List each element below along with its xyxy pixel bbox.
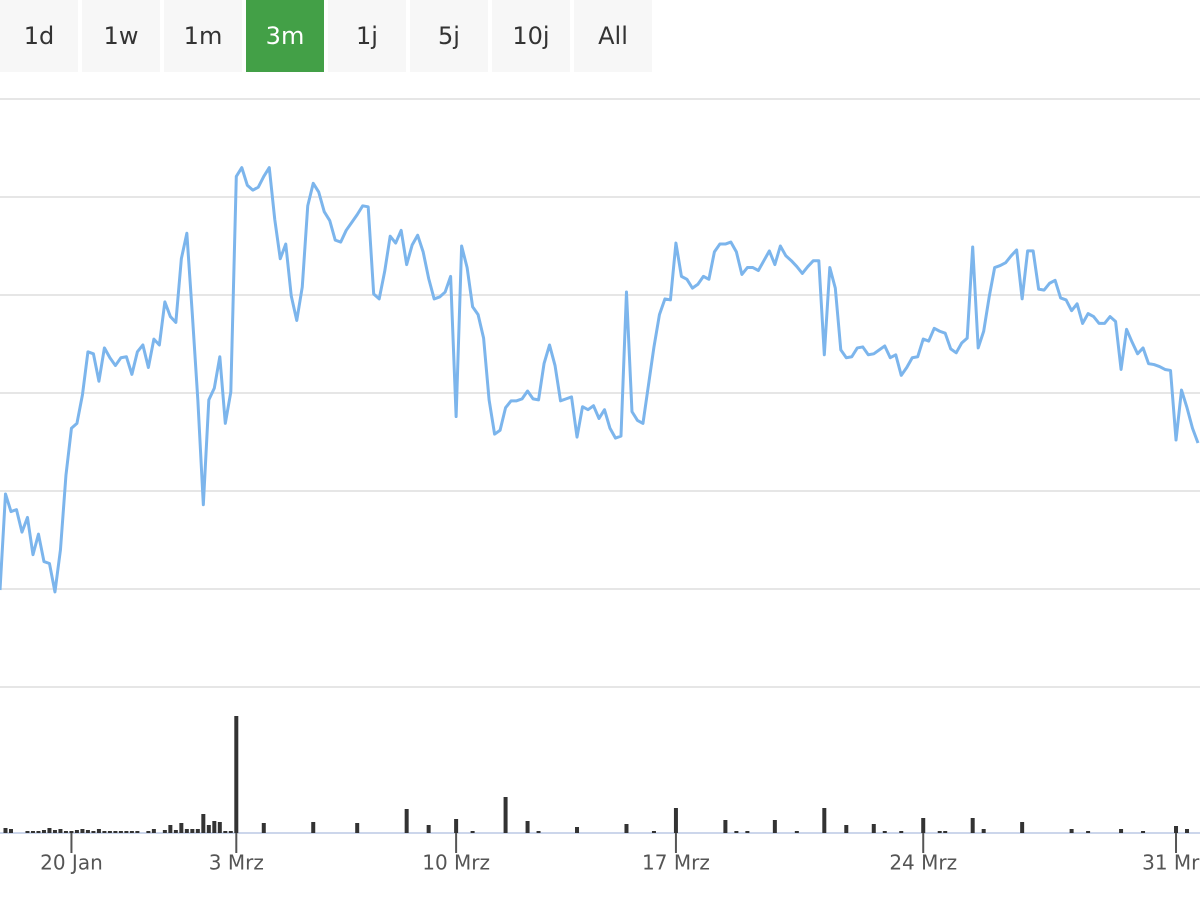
volume-bar xyxy=(355,823,360,833)
volume-bar xyxy=(135,831,140,833)
x-tick-label: 31 Mrz xyxy=(1142,851,1200,875)
volume-bar xyxy=(47,828,52,833)
volume-bar xyxy=(882,831,887,833)
range-button[interactable]: 1j xyxy=(328,0,406,72)
range-button[interactable]: 10j xyxy=(492,0,570,72)
volume-bar xyxy=(1069,829,1074,833)
volume-bar xyxy=(311,822,316,833)
volume-bar xyxy=(1119,829,1124,833)
volume-bar xyxy=(63,831,68,833)
x-tick-label: 17 Mrz xyxy=(642,851,710,875)
volume-bar xyxy=(1141,831,1146,833)
volume-bar xyxy=(173,830,178,833)
x-tick-label: 10 Mrz xyxy=(422,851,490,875)
volume-bar xyxy=(58,829,63,833)
x-tick-label: 3 Mrz xyxy=(209,851,264,875)
volume-bar xyxy=(1086,831,1091,833)
volume-bar xyxy=(80,829,85,833)
volume-bar xyxy=(794,831,799,833)
volume-bar xyxy=(36,831,41,833)
volume-bar xyxy=(184,829,189,833)
volume-bar xyxy=(212,821,217,833)
volume-bar xyxy=(168,825,173,833)
volume-bar xyxy=(624,824,629,833)
volume-bar xyxy=(734,831,739,833)
range-buttons: 1d 1w 1m 3m 1j 5j 10j All xyxy=(0,0,652,72)
volume-bar xyxy=(201,814,206,833)
volume-bar xyxy=(970,818,975,833)
volume-bar xyxy=(223,831,228,833)
volume-bar xyxy=(129,831,134,833)
volume-bar xyxy=(261,823,266,833)
volume-bar xyxy=(673,808,678,833)
volume-bar xyxy=(454,819,459,833)
volume-bar xyxy=(96,829,101,833)
volume-bar xyxy=(921,818,926,833)
volume-bar xyxy=(651,831,656,833)
range-button[interactable]: All xyxy=(574,0,652,72)
volume-bar xyxy=(102,831,107,833)
volume-bar xyxy=(25,831,30,833)
range-button[interactable]: 1w xyxy=(82,0,160,72)
volume-bar xyxy=(52,830,57,833)
volume-bar xyxy=(470,831,475,833)
volume-bar xyxy=(404,809,409,833)
volume-bar xyxy=(30,831,35,833)
volume-bar xyxy=(943,831,948,833)
volume-bar xyxy=(844,825,849,833)
range-button[interactable]: 3m xyxy=(246,0,324,72)
volume-bar xyxy=(723,820,728,833)
volume-bar xyxy=(1174,826,1179,833)
volume-bar xyxy=(772,820,777,833)
volume-bar xyxy=(69,831,74,833)
range-button[interactable]: 1d xyxy=(0,0,78,72)
volume-bar xyxy=(179,823,184,833)
volume-bar xyxy=(228,831,233,833)
volume-bar xyxy=(426,825,431,833)
volume-bar xyxy=(190,829,195,833)
volume-bar xyxy=(745,831,750,833)
volume-bar xyxy=(575,827,580,833)
volume-bar xyxy=(162,830,167,833)
volume-bar xyxy=(503,797,508,833)
volume-bar xyxy=(107,831,112,833)
range-button[interactable]: 5j xyxy=(410,0,488,72)
volume-bar xyxy=(118,831,123,833)
volume-bar xyxy=(899,831,904,833)
volume-bar xyxy=(151,829,156,833)
volume-bar xyxy=(871,824,876,833)
volume-bar xyxy=(1020,822,1025,833)
range-button[interactable]: 1m xyxy=(164,0,242,72)
volume-bar xyxy=(536,831,541,833)
price-line xyxy=(0,166,1200,594)
volume-bar xyxy=(1185,829,1190,833)
volume-bar xyxy=(206,825,211,833)
volume-bar xyxy=(822,808,827,833)
x-tick-label: 20 Jan xyxy=(40,851,103,875)
volume-bar xyxy=(113,831,118,833)
volume-bar xyxy=(91,831,96,833)
volume-bar xyxy=(525,821,530,833)
volume-bar xyxy=(85,830,90,833)
volume-bar xyxy=(146,831,151,833)
volume-bar xyxy=(124,831,129,833)
volume-bar xyxy=(937,831,942,833)
volume-bar xyxy=(3,828,8,833)
volume-bar xyxy=(217,822,222,833)
volume-bar xyxy=(74,830,79,833)
volume-bar xyxy=(234,716,239,833)
volume-bar xyxy=(8,829,13,833)
volume-bar xyxy=(41,830,46,833)
volume-bar xyxy=(195,829,200,833)
volume-bar xyxy=(981,829,986,833)
x-tick-label: 24 Mrz xyxy=(889,851,957,875)
